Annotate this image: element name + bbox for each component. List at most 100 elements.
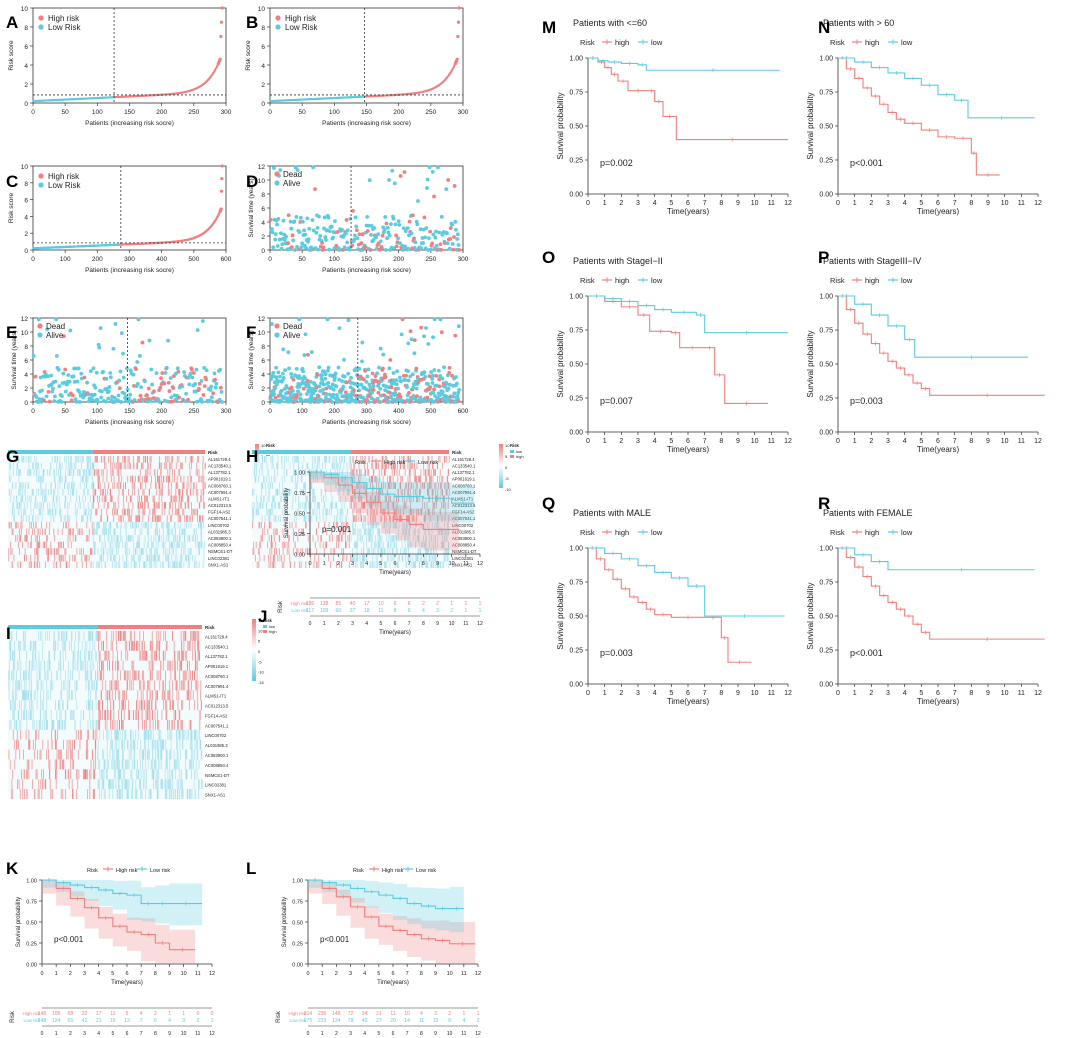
heatmap-cell [429, 469, 430, 476]
heatmap-cell [68, 502, 70, 509]
heatmap-cell [55, 508, 57, 516]
survival-point [219, 389, 224, 394]
heatmap-cell [189, 456, 191, 463]
gene-label: FGF14-AS2 [208, 510, 231, 515]
heatmap-cell [56, 495, 58, 503]
heatmap-cell [25, 554, 27, 562]
heatmap-cell [141, 548, 142, 555]
heatmap-cell [305, 469, 307, 476]
heatmap-cell [110, 554, 112, 562]
heatmap-cell [318, 456, 320, 463]
heatmap-cell [181, 462, 182, 470]
heatmap-cell [404, 469, 406, 476]
survival-point [424, 326, 428, 330]
survival-point [409, 231, 414, 236]
heatmap-cell [198, 521, 200, 529]
heatmap-cell [154, 554, 156, 562]
heatmap-cell [106, 502, 108, 509]
survival-point [121, 375, 126, 380]
heatmap-cell [93, 495, 95, 503]
heatmap-cell [196, 495, 198, 503]
heatmap-cell [112, 541, 114, 549]
legend-label: Alive [46, 331, 64, 340]
heatmap-cell [143, 521, 145, 529]
heatmap-cell [109, 541, 111, 549]
survival-point [180, 384, 185, 389]
survival-point [440, 376, 445, 381]
heatmap-cell [302, 502, 304, 509]
heatmap-cell [196, 508, 198, 516]
heatmap-cell [21, 456, 23, 463]
heatmap-cell [161, 502, 163, 509]
heatmap-cell [180, 528, 182, 536]
heatmap-cell [146, 521, 148, 529]
survival-point [101, 369, 106, 374]
heatmap-cell [57, 482, 59, 489]
heatmap-cell [266, 462, 268, 470]
heatmap-cell [258, 475, 259, 483]
heatmap-cell [108, 456, 109, 463]
survival-point [209, 395, 214, 400]
heatmap-cell [130, 521, 131, 529]
heatmap-cell [168, 535, 170, 542]
heatmap-cell [268, 495, 270, 503]
heatmap-cell [368, 456, 370, 463]
survival-point [365, 214, 370, 219]
heatmap-cell [137, 515, 139, 522]
heatmap-cell [164, 548, 166, 555]
survival-point [147, 338, 152, 343]
heatmap-cell [31, 488, 33, 496]
heatmap-cell [125, 535, 127, 542]
survival-point [437, 384, 442, 389]
survival-point [190, 375, 195, 380]
heatmap-cell [67, 488, 69, 496]
heatmap-cell [336, 456, 337, 463]
survival-point [456, 399, 461, 404]
heatmap-cell [140, 554, 142, 562]
heatmap-cell [123, 488, 124, 496]
heatmap-cell [446, 456, 448, 463]
survival-point [426, 342, 431, 346]
heatmap-cell [65, 521, 67, 529]
heatmap-cell [167, 521, 169, 529]
heatmap-cell [138, 488, 139, 496]
heatmap-cell [203, 548, 205, 555]
heatmap-cell [177, 561, 179, 568]
survival-point [369, 232, 373, 237]
heatmap-cell [441, 475, 443, 483]
survival-point [425, 186, 429, 190]
heatmap-cell [400, 475, 402, 483]
survival-point [303, 332, 308, 337]
heatmap-cell [382, 475, 384, 483]
x-tick-label: 200 [92, 256, 103, 263]
survival-point [93, 385, 98, 390]
survival-point [166, 338, 171, 343]
heatmap-cell [99, 475, 100, 483]
survival-point [317, 365, 322, 370]
survival-point [425, 177, 430, 182]
heatmap-cell [98, 482, 100, 489]
heatmap-cell [90, 561, 92, 568]
survival-point [200, 319, 205, 323]
heatmap-cell [20, 495, 22, 503]
heatmap-cell [127, 502, 129, 509]
heatmap-cell [282, 482, 284, 489]
survival-point [34, 395, 39, 399]
heatmap-cell [61, 541, 62, 549]
survival-point [438, 317, 443, 322]
heatmap-cell [108, 502, 109, 509]
risk-point [456, 20, 461, 24]
heatmap-cell [183, 508, 185, 516]
heatmap-cell [150, 554, 152, 562]
survival-point [322, 215, 327, 220]
risk-point [219, 20, 224, 24]
gene-label: AC007541.1 [208, 516, 232, 521]
survival-point [289, 226, 294, 231]
heatmap-cell [202, 521, 204, 529]
heatmap-cell [68, 528, 70, 536]
heatmap-cell [130, 515, 132, 522]
legend-label: Low Risk [285, 23, 318, 32]
heatmap-cell [352, 456, 354, 463]
heatmap-cell [141, 528, 143, 536]
heatmap-cell [156, 548, 158, 555]
